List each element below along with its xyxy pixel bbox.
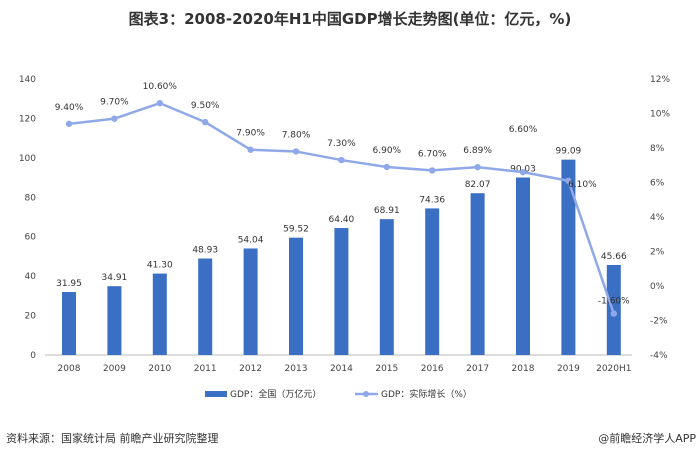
bar [289,237,303,355]
right-tick-label: 6% [650,179,665,189]
growth-data-label: 9.70% [100,98,129,108]
bar [152,273,167,355]
x-tick-label: 2013 [285,364,308,374]
bar-data-label: 31.95 [56,279,82,289]
chart-title: 图表3：2008-2020年H1中国GDP增长走势图(单位：亿元，%) [128,10,572,28]
right-tick-label: 2% [650,248,665,258]
right-tick-label: 4% [650,213,665,223]
source-note: 资料来源：国家统计局 前瞻产业研究院整理 [6,432,219,445]
growth-data-label: 10.60% [143,82,178,92]
bar [425,208,440,355]
x-tick-label: 2019 [557,364,580,374]
left-tick-label: 20 [25,312,37,322]
growth-data-label: 6.70% [418,149,447,159]
bar [198,258,213,355]
growth-data-label: 9.50% [191,101,220,111]
x-tick-label: 2011 [194,364,217,374]
right-tick-label: -4% [650,351,668,361]
growth-data-label: 7.90% [236,129,265,139]
left-tick-label: 80 [25,193,37,203]
x-tick-label: 2018 [512,364,535,374]
left-tick-label: 120 [19,114,36,124]
bar [243,248,258,355]
growth-point [111,115,118,122]
bar [470,193,485,355]
left-tick-label: 100 [19,154,36,164]
growth-point [156,99,163,107]
growth-point [429,167,436,174]
right-tick-label: 10% [650,110,670,120]
legend-line-label: GDP：实际增长（%） [381,388,472,400]
right-tick-label: 8% [650,144,665,154]
legend-bar-swatch [205,391,227,397]
x-tick-label: 2020H1 [596,364,631,374]
x-tick-label: 2017 [466,364,489,374]
growth-point [383,163,390,171]
bar [107,286,122,355]
growth-point [610,310,617,317]
right-tick-label: -2% [650,317,668,327]
bar [334,228,349,355]
growth-point [519,168,527,176]
growth-point [474,163,481,171]
left-tick-label: 0 [30,351,36,361]
growth-data-label: 6.89% [463,146,492,156]
growth-point [247,146,254,153]
bar-data-label: 34.91 [102,273,128,283]
bar-data-label: 99.09 [556,147,582,157]
x-tick-label: 2015 [375,364,398,374]
growth-point [338,156,345,164]
right-tick-label: 12% [650,75,670,85]
bar [62,292,76,355]
bar-data-label: 64.40 [329,215,355,225]
x-tick-label: 2014 [330,364,353,374]
bar-data-label: 45.66 [601,252,627,262]
growth-data-label: -1.60% [598,297,630,307]
growth-data-label: 9.40% [55,103,84,113]
growth-point [202,118,209,126]
left-tick-label: 140 [19,75,36,85]
bar-data-label: 54.04 [238,235,264,245]
x-tick-label: 2009 [103,364,126,374]
growth-data-label: 7.30% [327,139,356,149]
growth-point [565,177,572,184]
x-tick-label: 2010 [148,364,171,374]
left-tick-label: 60 [25,233,37,243]
legend-line-marker [363,391,369,397]
bar-data-label: 68.91 [374,206,400,216]
right-tick-label: 0% [650,282,665,292]
growth-point [65,120,73,128]
x-tick-label: 2012 [239,364,262,374]
growth-data-label: 7.80% [282,130,311,140]
legend-bar-label: GDP：全国（万亿元） [230,388,321,400]
bar-data-label: 82.07 [465,180,491,190]
bar-data-label: 74.36 [419,195,445,205]
x-tick-label: 2008 [58,364,81,374]
bar-data-label: 48.93 [192,246,218,256]
bar [561,159,576,355]
growth-data-label: 6.90% [373,146,402,156]
growth-data-label: 6.60% [509,125,538,135]
bar [379,219,394,355]
growth-point [292,148,300,155]
bar-data-label: 59.52 [283,225,309,235]
left-tick-label: 40 [25,272,37,282]
x-tick-label: 2016 [421,364,444,374]
brand-note: @前瞻经济学人APP [598,432,696,445]
growth-data-label: 6.10% [568,180,597,190]
bar [516,177,530,355]
bar-data-label: 41.30 [147,261,173,271]
